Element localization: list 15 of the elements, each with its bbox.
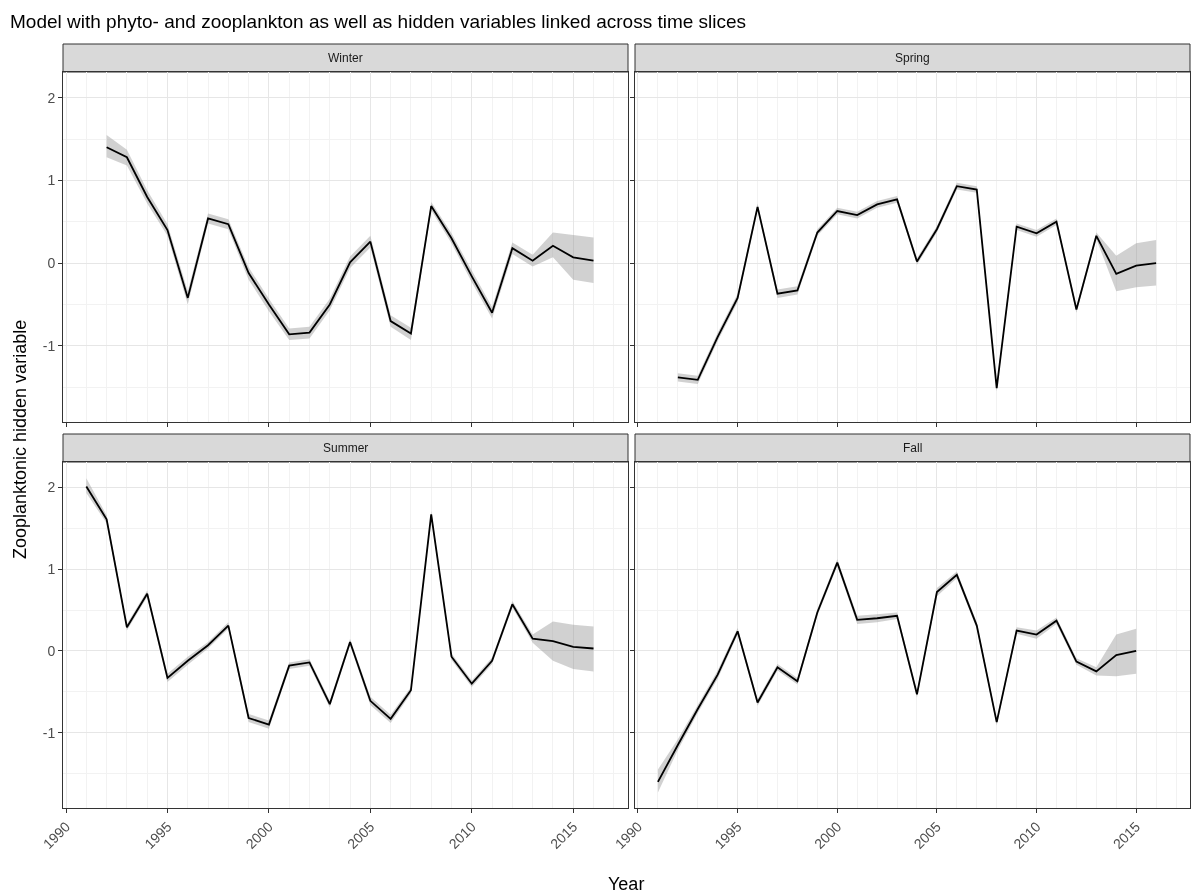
y-axis-title: Zooplanktonic hidden variable <box>10 319 30 559</box>
y-tick-label: 2 <box>47 479 56 496</box>
y-tick-label: 0 <box>47 255 56 272</box>
x-axis-title: Year <box>608 874 645 894</box>
y-tick-label: 1 <box>47 561 56 578</box>
text: Model with phyto- and zooplankton as well as hidden variables linked across time slices <box>10 11 747 32</box>
chart-title: Spring <box>895 51 930 65</box>
y-tick-label: -1 <box>42 337 56 354</box>
y-tick-label: 1 <box>47 172 56 189</box>
chart-title: Winter <box>328 51 363 65</box>
chart-title: Summer <box>323 441 369 455</box>
y-tick-label: 2 <box>47 89 56 106</box>
y-tick-label: 0 <box>47 642 56 659</box>
chart-title: Fall <box>903 441 923 455</box>
y-tick-label: -1 <box>42 724 56 741</box>
